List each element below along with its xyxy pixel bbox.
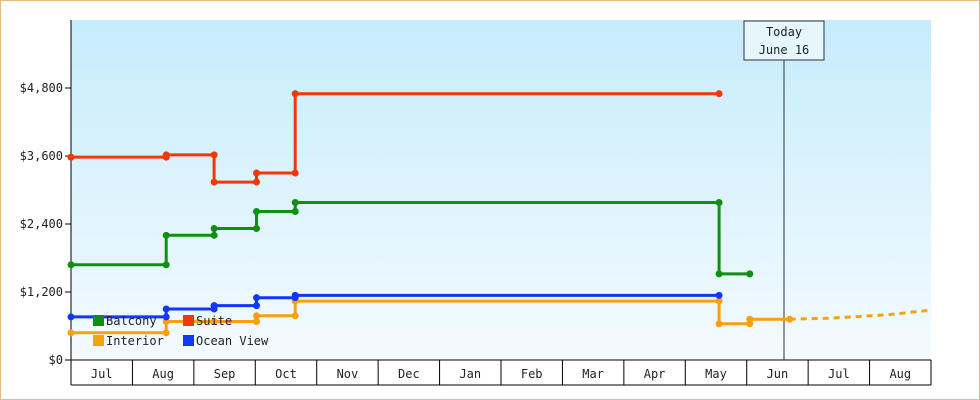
legend-swatch-ocean-view bbox=[183, 335, 194, 346]
data-point bbox=[253, 302, 261, 310]
legend-swatch-interior bbox=[93, 335, 104, 346]
data-point bbox=[291, 90, 299, 98]
data-point bbox=[291, 208, 299, 216]
legend-label-balcony: Balcony bbox=[106, 314, 157, 328]
data-point bbox=[67, 261, 75, 269]
y-tick-label: $0 bbox=[49, 353, 63, 367]
legend: Balcony Suite Interior Ocean View bbox=[93, 314, 269, 348]
series-ocean-view bbox=[67, 291, 723, 321]
data-point bbox=[162, 313, 170, 321]
x-tick-label: Dec bbox=[398, 367, 420, 381]
data-point bbox=[715, 198, 723, 206]
data-point bbox=[162, 151, 170, 159]
today-box bbox=[743, 20, 825, 61]
legend-label-ocean-view: Ocean View bbox=[196, 334, 269, 348]
legend-label-suite: Suite bbox=[196, 314, 232, 328]
data-point bbox=[291, 169, 299, 177]
y-tick-label: $3,600 bbox=[20, 149, 63, 163]
data-point bbox=[67, 153, 75, 161]
data-point bbox=[715, 291, 723, 299]
data-point bbox=[291, 312, 299, 320]
data-point bbox=[746, 270, 754, 278]
data-point bbox=[291, 198, 299, 206]
data-point bbox=[210, 317, 218, 325]
data-point bbox=[162, 305, 170, 313]
x-tick-label: Jan bbox=[459, 367, 481, 381]
x-tick-label: Nov bbox=[337, 367, 359, 381]
y-axis: $0 $1,200 $2,400 $3,600 $4,800 bbox=[20, 20, 72, 367]
legend-swatch-balcony bbox=[93, 315, 104, 326]
data-point bbox=[162, 261, 170, 269]
x-tick-label: Aug bbox=[889, 367, 911, 381]
x-tick-label: Apr bbox=[644, 367, 666, 381]
x-tick-label: Jul bbox=[91, 367, 113, 381]
x-tick-label: Jun bbox=[767, 367, 789, 381]
series-suite bbox=[67, 90, 723, 186]
data-point bbox=[253, 225, 261, 233]
data-point bbox=[253, 317, 261, 325]
x-tick-label: Oct bbox=[275, 367, 297, 381]
x-tick-label: Feb bbox=[521, 367, 543, 381]
x-tick-label: May bbox=[705, 367, 727, 381]
data-point bbox=[210, 178, 218, 186]
x-tick-label: Aug bbox=[152, 367, 174, 381]
y-tick-label: $1,200 bbox=[20, 285, 63, 299]
today-date: June 16 bbox=[759, 43, 810, 57]
x-axis: Jul Aug Sep Oct Nov Dec Jan Feb Mar Apr May Jun Jul A… bbox=[70, 359, 932, 386]
data-point bbox=[162, 231, 170, 239]
today-label: Today bbox=[766, 25, 802, 39]
data-point bbox=[715, 90, 723, 98]
data-point bbox=[715, 270, 723, 278]
data-point bbox=[253, 312, 261, 320]
legend-swatch-suite bbox=[183, 315, 194, 326]
forecast-line bbox=[789, 308, 932, 321]
data-point bbox=[162, 329, 170, 337]
series-line-balcony bbox=[71, 201, 750, 276]
series-lines bbox=[67, 90, 932, 337]
data-point bbox=[67, 313, 75, 321]
y-tick-label: $2,400 bbox=[20, 217, 63, 231]
data-point bbox=[210, 225, 218, 233]
data-point bbox=[67, 329, 75, 337]
data-point bbox=[210, 151, 218, 159]
data-point bbox=[210, 302, 218, 310]
data-point bbox=[253, 294, 261, 302]
data-point bbox=[253, 208, 261, 216]
data-point bbox=[291, 291, 299, 299]
legend-label-interior: Interior bbox=[106, 334, 164, 348]
series-balcony bbox=[67, 198, 754, 278]
data-point bbox=[253, 178, 261, 186]
data-point bbox=[253, 169, 261, 177]
data-point bbox=[210, 231, 218, 239]
x-tick-label: Jul bbox=[828, 367, 850, 381]
y-tick-label: $4,800 bbox=[20, 81, 63, 95]
data-point bbox=[715, 320, 723, 328]
x-tick-label: Sep bbox=[214, 367, 236, 381]
data-point bbox=[746, 315, 754, 323]
data-point bbox=[715, 297, 723, 305]
today-marker: Today June 16 bbox=[743, 20, 825, 360]
x-tick-label: Mar bbox=[582, 367, 604, 381]
